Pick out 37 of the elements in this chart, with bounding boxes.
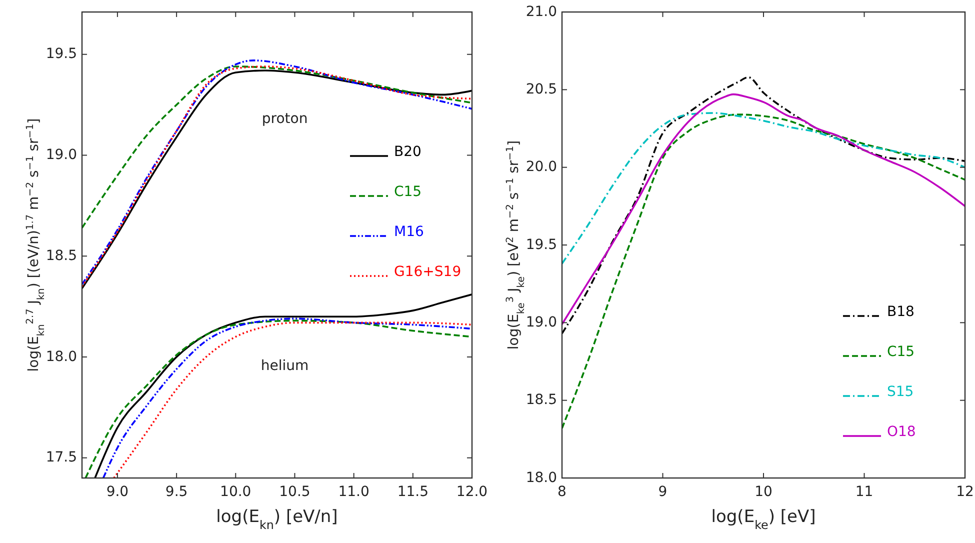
x-tick-label: 10.5 [279,484,310,500]
x-tick-label: 12 [956,484,974,500]
x-axis-title: log(E$_{kn}$) [eV/n] [216,507,338,532]
x-tick-label: 11.5 [397,484,428,500]
y-tick-label: 18.0 [526,470,557,486]
legend-label: B20 [394,144,422,160]
legend-label: O18 [887,424,916,440]
y-tick-label: 20.5 [526,81,557,98]
y-tick-label: 20.0 [526,159,557,176]
x-tick-label: 9.5 [165,484,188,500]
x-tick-label: 9.0 [106,484,129,500]
legend-label: C15 [887,344,915,360]
x-tick-label: 8 [558,484,566,500]
x-tick-label: 10 [754,484,772,500]
legend-label: S15 [887,384,914,400]
line-series [562,112,965,265]
legend-label: B18 [887,304,914,320]
x-axis-title: log(E$_{ke}$) [eV] [711,507,816,532]
x-tick-label: 11.0 [338,484,370,500]
y-tick-label: 21.0 [526,4,557,20]
legend-label: G16+S19 [394,264,462,280]
y-tick-label: 19.0 [46,147,77,164]
y-tick-label: 19.5 [46,46,77,62]
y-tick-label: 18.5 [46,248,77,264]
y-tick-label: 19.5 [526,236,557,253]
legend-label: M16 [394,224,424,240]
annotation: proton [262,111,308,128]
y-tick-label: 19.0 [526,314,557,330]
y-tick-label: 17.5 [46,450,77,466]
annotation: helium [260,358,309,374]
x-tick-label: 11 [855,484,874,500]
y-tick-label: 18.0 [46,348,77,365]
x-tick-label: 10.0 [220,484,252,500]
legend-label: C15 [394,184,422,200]
x-tick-label: 9 [658,484,668,500]
y-tick-label: 18.5 [526,392,557,408]
x-tick-label: 12.0 [456,484,488,500]
